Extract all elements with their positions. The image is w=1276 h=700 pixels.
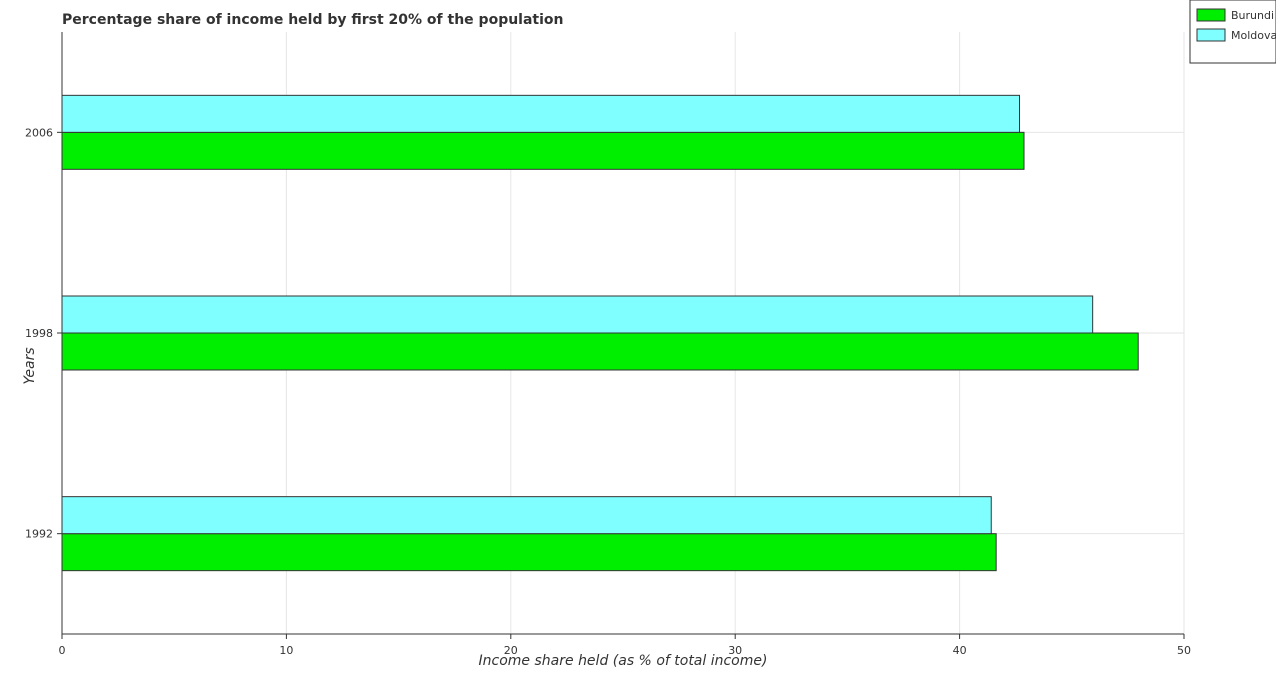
bar-moldova-2006 <box>61 94 1021 133</box>
legend-label-moldova: Moldova <box>1231 29 1276 42</box>
y-axis-label: Years <box>22 347 38 384</box>
bar-moldova-1992 <box>61 496 992 535</box>
bar-burundi-2006 <box>61 131 1025 170</box>
bar-burundi-1998 <box>61 332 1139 371</box>
legend-swatch-moldova <box>1196 28 1226 42</box>
tick-labels: 0 10 20 30 40 50 1992 1998 2006 <box>25 126 1191 657</box>
bars <box>61 94 1139 572</box>
bar-moldova-1998 <box>61 295 1094 334</box>
x-tick-label: 30 <box>728 644 742 657</box>
axes <box>57 32 1185 639</box>
x-tick-label: 0 <box>59 644 66 657</box>
y-tick-label: 1998 <box>25 327 53 340</box>
bar-burundi-1992 <box>61 533 997 572</box>
x-tick-label: 50 <box>1177 644 1191 657</box>
y-tick-label: 1992 <box>25 528 53 541</box>
legend-swatch-burundi <box>1196 8 1226 22</box>
x-tick-label: 10 <box>279 644 293 657</box>
chart-title: Percentage share of income held by first… <box>62 12 564 28</box>
legend-label-burundi: Burundi <box>1231 9 1274 22</box>
legend: Burundi Moldova <box>1189 0 1276 64</box>
y-tick-label: 2006 <box>25 126 53 139</box>
x-tick-label: 20 <box>504 644 518 657</box>
x-tick-label: 40 <box>953 644 967 657</box>
legend-items: Burundi Moldova <box>1196 8 1276 42</box>
x-axis-label: Income share held (as % of total income) <box>479 653 768 669</box>
